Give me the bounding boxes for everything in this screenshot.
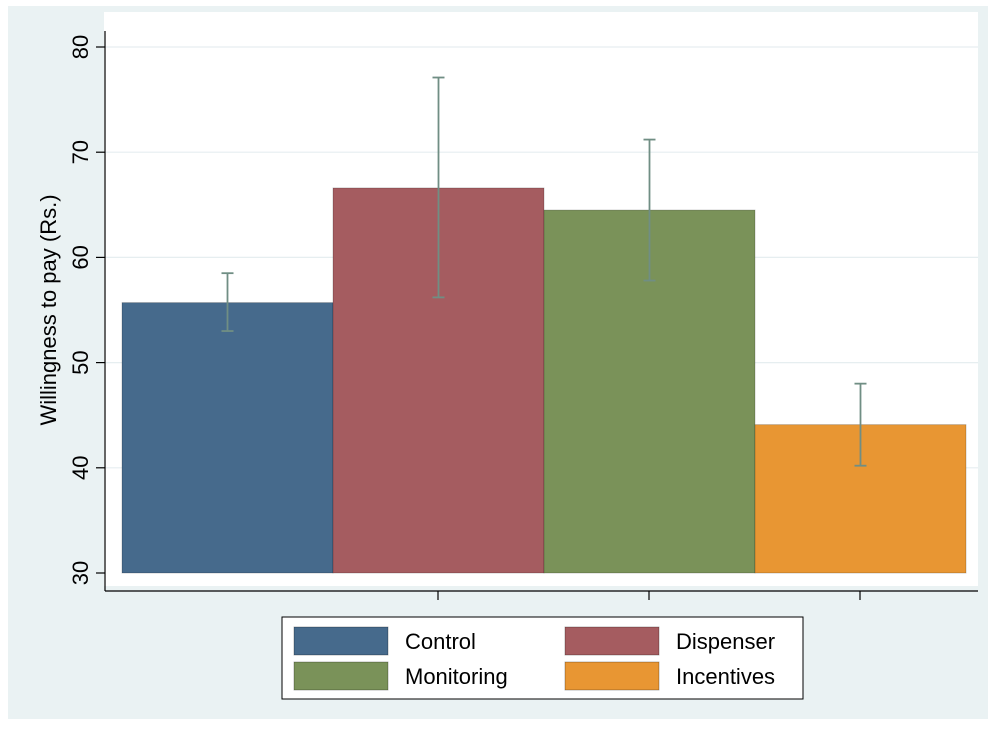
legend: Control Dispenser Monitoring Incentives	[281, 616, 804, 700]
bar-control	[121, 302, 334, 574]
y-tick-label: 80	[68, 35, 93, 59]
chart-frame: 30 40 50 60 70 80 Willingness to pay (Rs.) Co…	[8, 6, 988, 719]
legend-label-dispenser: Dispenser	[676, 629, 775, 654]
bar-chart: 30 40 50 60 70 80 Willingness to pay (Rs.) Co…	[8, 6, 988, 719]
y-tick-label: 50	[68, 350, 93, 374]
legend-swatch-dispenser	[564, 626, 660, 656]
legend-swatch-monitoring	[293, 661, 389, 691]
error-bar-control	[221, 272, 234, 332]
legend-swatch-incentives	[564, 661, 660, 691]
y-tick-label: 40	[68, 456, 93, 480]
error-bar-dispenser	[432, 76, 445, 299]
axes	[104, 31, 978, 592]
x-ticks	[437, 591, 861, 600]
y-tick-label: 70	[68, 140, 93, 164]
legend-label-monitoring: Monitoring	[405, 664, 508, 689]
error-bar-monitoring	[643, 138, 656, 282]
legend-label-incentives: Incentives	[676, 664, 775, 689]
legend-swatch-control	[293, 626, 389, 656]
y-ticks: 30 40 50 60 70 80	[68, 35, 105, 585]
error-bar-incentives	[854, 382, 867, 467]
y-tick-label: 60	[68, 245, 93, 269]
error-bars	[221, 76, 867, 467]
y-tick-label: 30	[68, 561, 93, 585]
y-axis-label: Willingness to pay (Rs.)	[36, 194, 61, 425]
legend-label-control: Control	[405, 629, 476, 654]
